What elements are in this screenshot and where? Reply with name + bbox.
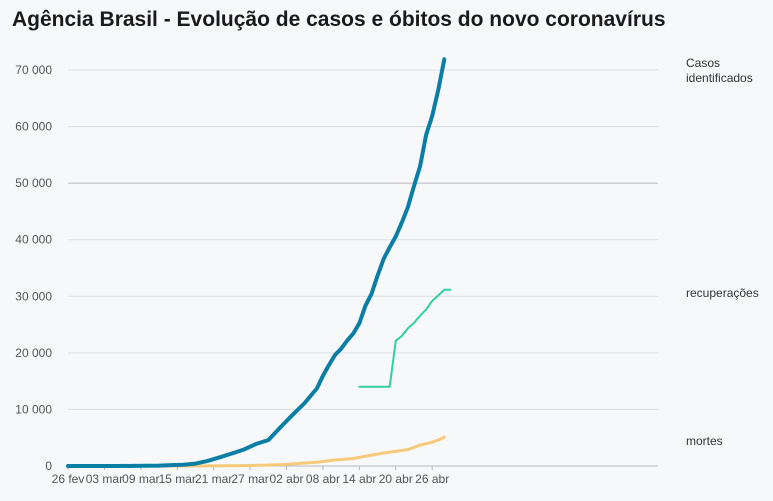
x-tick-label: 27 mar (231, 472, 268, 486)
x-tick-label: 26 abr (415, 472, 449, 486)
y-tick-label: 50 000 (15, 176, 52, 190)
series-label-line: identificados (686, 71, 753, 85)
x-tick-label: 14 abr (342, 472, 376, 486)
series-label-line: Casos (686, 56, 720, 70)
series-line-0 (66, 57, 447, 468)
x-tick-label: 21 mar (195, 472, 232, 486)
x-tick-label: 09 mar (122, 472, 159, 486)
y-tick-label: 60 000 (15, 120, 52, 134)
series-lines (66, 57, 452, 468)
series-labels: Casos identificados recuperações mortes (686, 56, 759, 448)
series-label: mortes (686, 434, 723, 448)
x-tick-label: 20 abr (379, 472, 413, 486)
chart-title: Agência Brasil - Evolução de casos e óbi… (12, 8, 666, 31)
y-tick-label: 20 000 (15, 346, 52, 360)
x-axis-ticks: 26 fev 03 mar 09 mar 15 mar 21 mar 27 mar 02 a… (52, 466, 449, 486)
y-tick-label: 70 000 (15, 63, 52, 77)
y-tick-label: 30 000 (15, 289, 52, 303)
y-tick-label: 40 000 (15, 233, 52, 247)
series-line-2 (66, 435, 446, 468)
x-tick-label: 08 abr (306, 472, 340, 486)
y-tick-label: 0 (45, 459, 52, 473)
y-axis-ticks: 0 10 000 20 000 30 000 40 000 50 000 60 000 70 … (15, 63, 52, 473)
series-label: recuperações (686, 286, 759, 300)
x-tick-label: 26 fev (52, 472, 85, 486)
x-tick-label: 15 mar (159, 472, 196, 486)
y-tick-label: 10 000 (15, 402, 52, 416)
series-line-1 (358, 288, 452, 388)
gridlines (68, 69, 658, 467)
x-tick-label: 03 mar (86, 472, 123, 486)
x-tick-label: 02 abr (270, 472, 304, 486)
series-label: Casos identificados (686, 56, 753, 85)
